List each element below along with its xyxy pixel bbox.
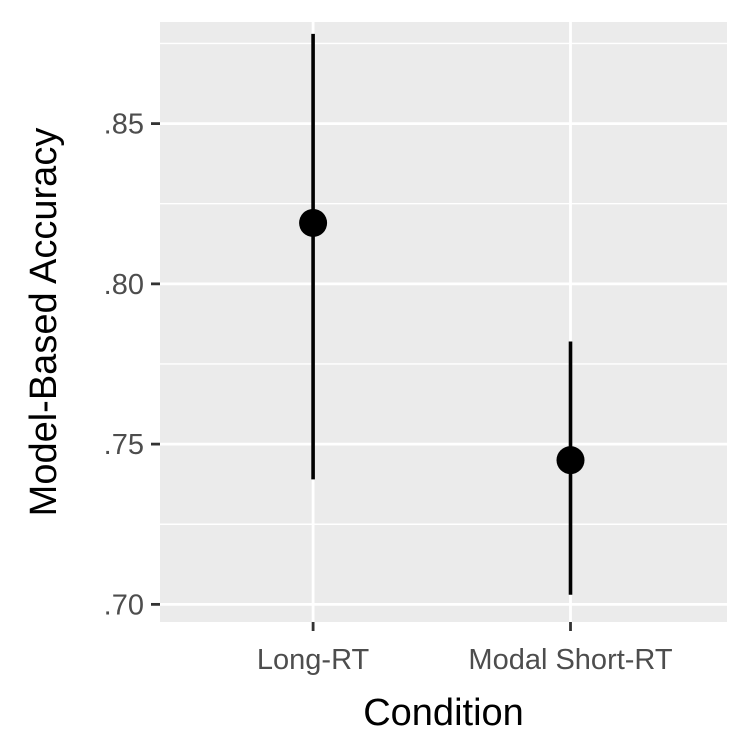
data-point bbox=[556, 446, 585, 475]
y-axis-title: Model-Based Accuracy bbox=[23, 128, 65, 517]
y-tick-label: .75 bbox=[104, 429, 144, 461]
data-marks bbox=[299, 33, 585, 595]
y-tick-label: .70 bbox=[104, 589, 144, 621]
y-tick-label: .85 bbox=[104, 109, 144, 141]
data-point bbox=[299, 208, 328, 237]
y-axis: .70 .75 .80 .85 bbox=[104, 109, 160, 621]
panel-background bbox=[160, 22, 727, 622]
x-tick-label: Long-RT bbox=[257, 644, 370, 676]
y-tick-label: .80 bbox=[104, 269, 144, 301]
x-axis: Long-RT Modal Short-RT bbox=[257, 622, 673, 676]
x-tick-label: Modal Short-RT bbox=[468, 644, 672, 676]
x-axis-title: Condition bbox=[363, 692, 524, 734]
minor-gridlines bbox=[160, 42, 727, 525]
